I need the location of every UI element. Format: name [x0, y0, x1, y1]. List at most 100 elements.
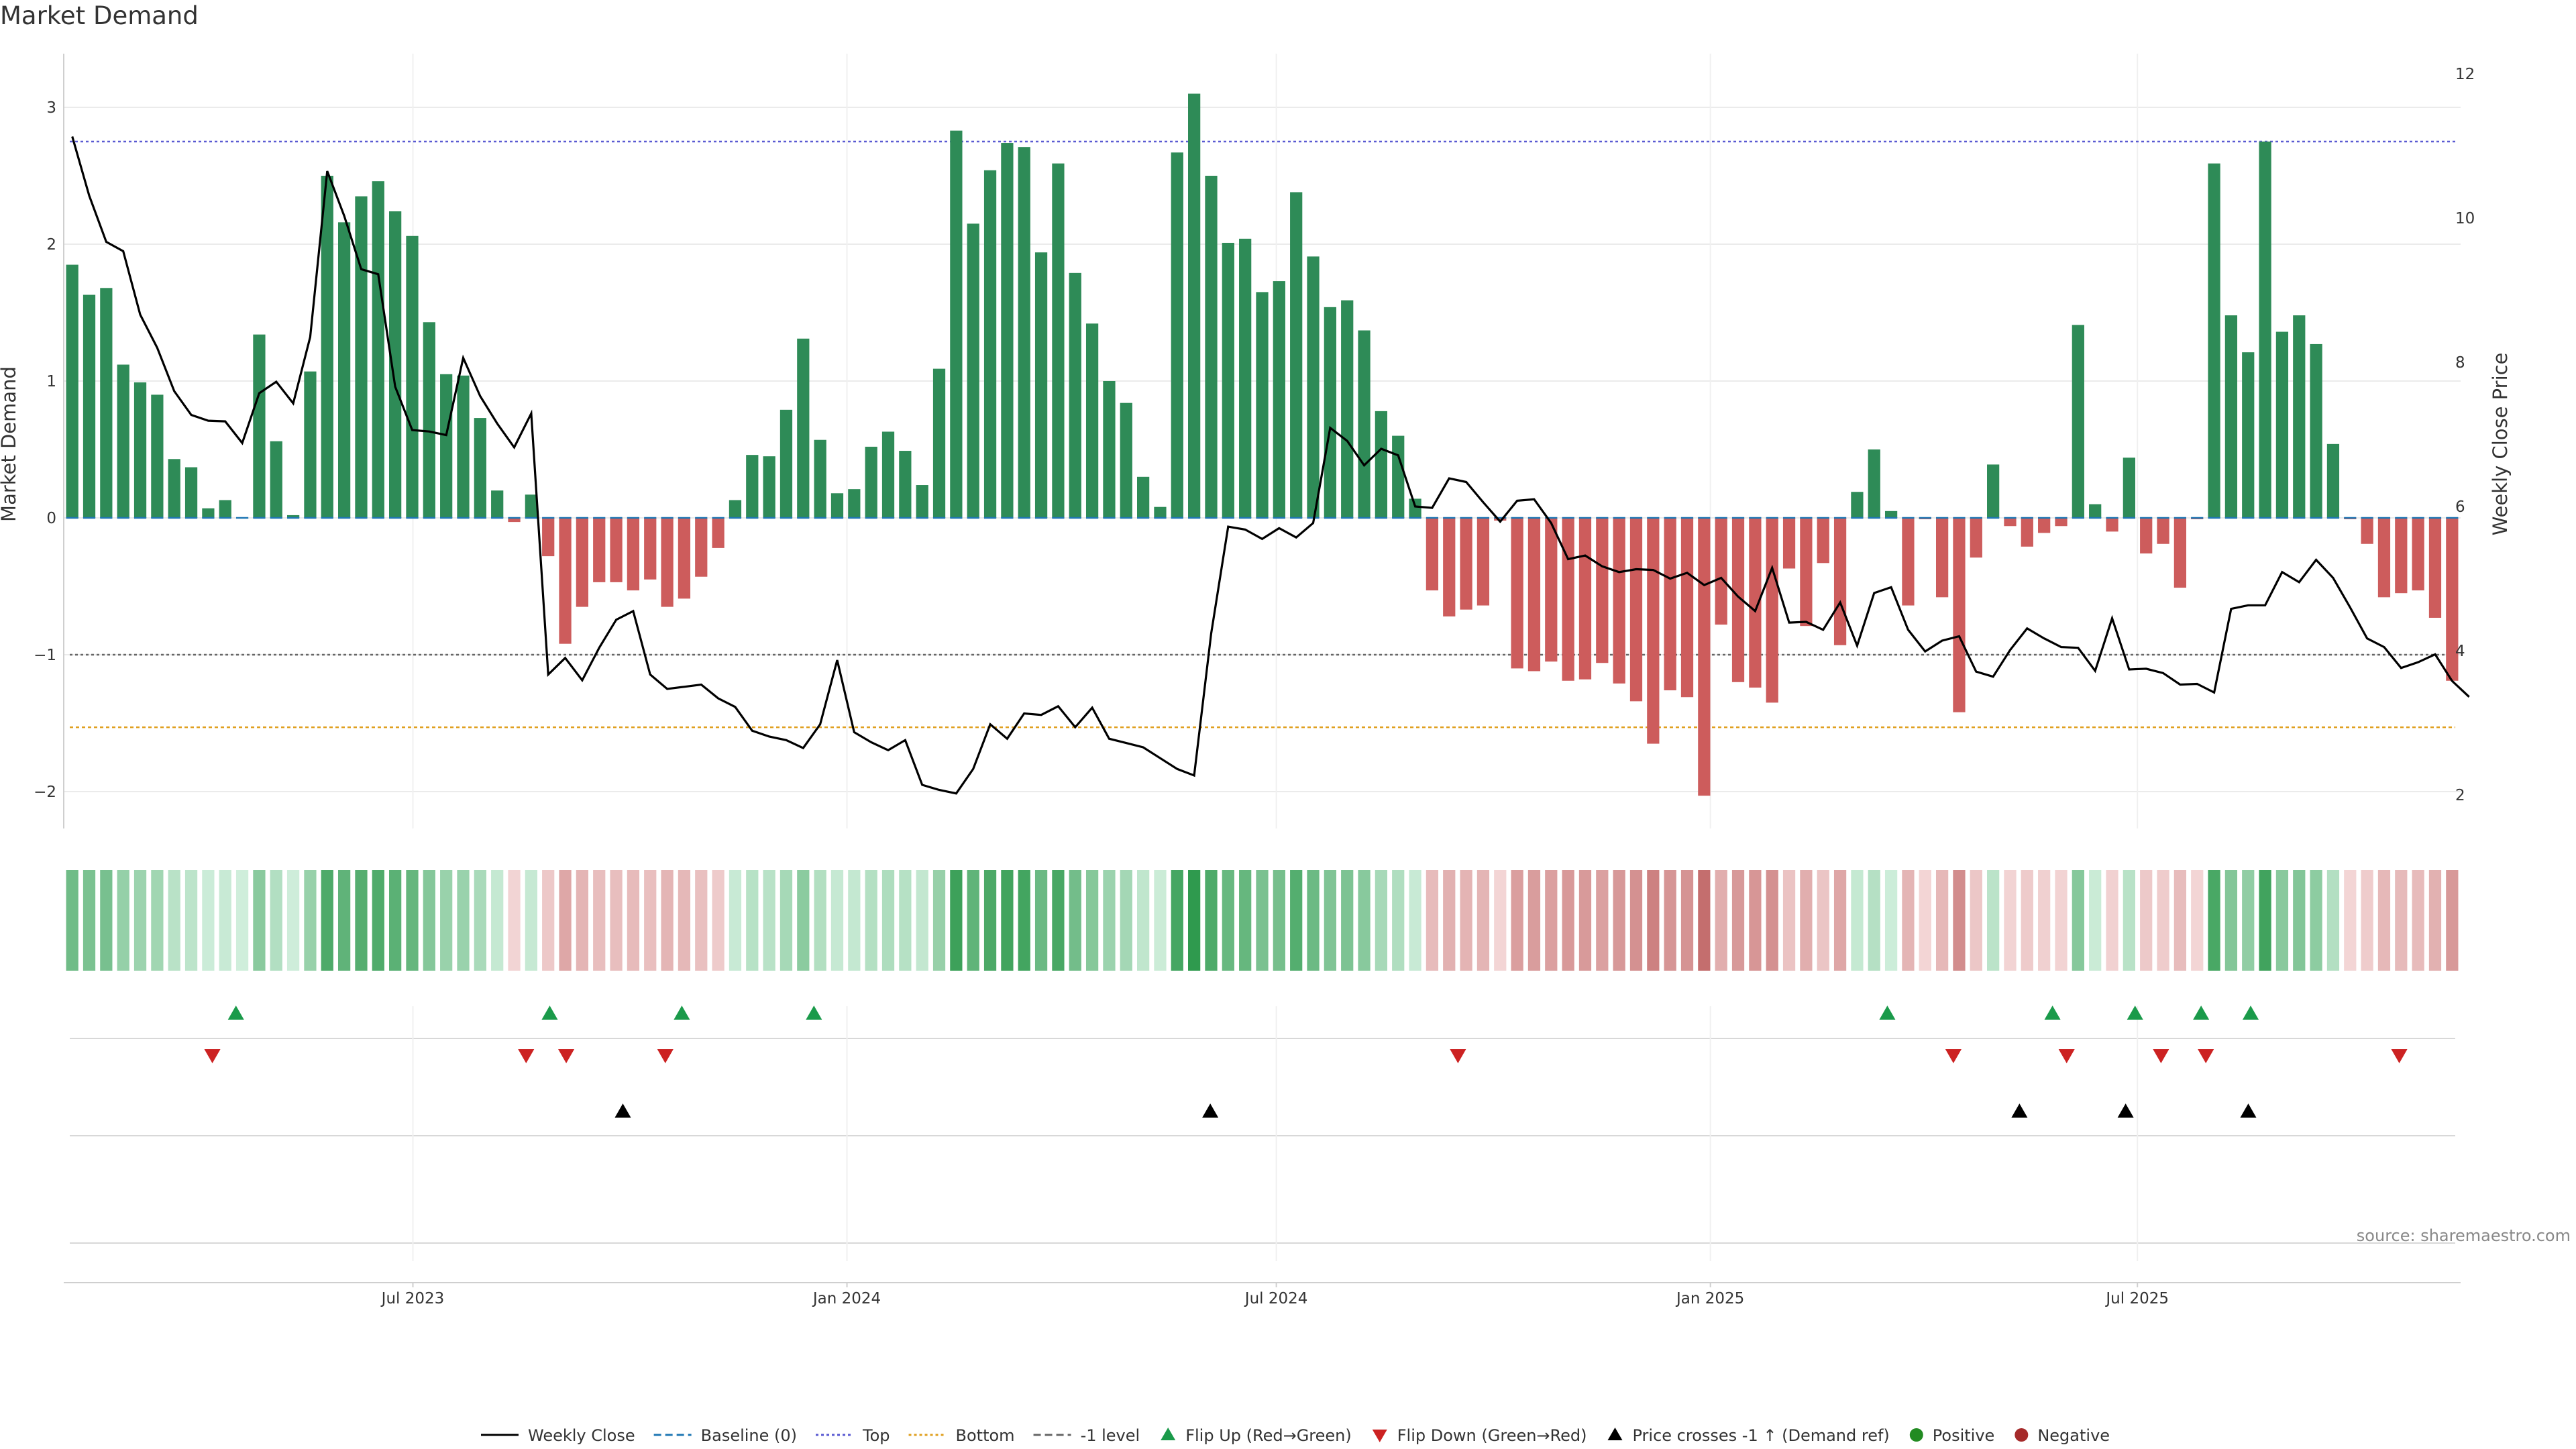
event-markers	[204, 1006, 2408, 1118]
heat-cell	[1136, 870, 1150, 971]
heat-cell	[2123, 870, 2135, 971]
demand-bar	[2106, 518, 2118, 532]
x-tick-label: Jul 2024	[1244, 1290, 1308, 1307]
heat-cell	[1034, 870, 1048, 971]
demand-bar	[1460, 518, 1472, 610]
legend-label: Bottom	[956, 1426, 1015, 1445]
demand-bar	[1629, 518, 1643, 702]
y2-tick-label: 4	[2455, 643, 2465, 660]
flip-down-marker	[1450, 1049, 1466, 1063]
heat-cell	[695, 870, 708, 971]
heat-cell	[2208, 870, 2220, 971]
heat-cell	[1545, 870, 1558, 971]
demand-bar	[1171, 152, 1183, 518]
demand-bar	[916, 485, 928, 518]
legend-item: Flip Up (Red→Green)	[1161, 1426, 1352, 1445]
demand-bar	[1494, 518, 1507, 521]
heat-cell	[1766, 870, 1778, 971]
heat-cell	[1001, 870, 1014, 971]
heat-cell	[1409, 870, 1421, 971]
demand-bar	[865, 446, 877, 518]
heat-cell	[627, 870, 640, 971]
heat-cell	[355, 870, 368, 971]
heat-cell	[1307, 870, 1320, 971]
demand-bar	[202, 508, 215, 518]
heat-cell	[1205, 870, 1218, 971]
demand-bar	[1902, 518, 1915, 606]
heat-cell	[610, 870, 623, 971]
demand-bar	[1935, 518, 1949, 598]
heat-cell	[1698, 870, 1711, 971]
demand-bar	[1477, 518, 1490, 606]
heat-cell	[1817, 870, 1829, 971]
demand-bar	[1290, 192, 1303, 518]
heat-cell	[1324, 870, 1336, 971]
demand-bar	[151, 394, 164, 518]
heat-cell	[2004, 870, 2017, 971]
heat-cell	[151, 870, 164, 971]
heat-cell	[1851, 870, 1864, 971]
demand-bar	[1136, 476, 1150, 518]
demand-bar	[1987, 464, 2000, 518]
y2-tick-label: 2	[2455, 787, 2465, 804]
flip-down-marker	[657, 1049, 674, 1063]
heat-cell	[1613, 870, 1625, 971]
demand-bar	[967, 223, 979, 518]
heat-cell	[2344, 870, 2357, 971]
heat-cell	[797, 870, 810, 971]
demand-bar	[2140, 518, 2153, 554]
demand-bar	[2293, 315, 2306, 518]
flip-down-marker	[2198, 1049, 2214, 1063]
heat-cell	[1919, 870, 1931, 971]
heat-cell	[491, 870, 504, 971]
legend-item: Baseline (0)	[653, 1426, 797, 1445]
demand-bar	[2275, 331, 2289, 518]
demand-bar	[83, 294, 96, 518]
demand-bar	[1392, 435, 1405, 518]
heat-cell	[1426, 870, 1439, 971]
flip-up-marker	[674, 1006, 690, 1020]
demand-bar	[1341, 300, 1354, 518]
heat-cell	[1562, 870, 1574, 971]
flip-down-marker	[518, 1049, 535, 1063]
demand-bar	[746, 455, 759, 518]
heat-cell	[576, 870, 589, 971]
demand-bar	[270, 441, 282, 518]
demand-bar	[797, 338, 810, 518]
demand-bar	[508, 518, 521, 523]
heat-cell	[406, 870, 419, 971]
demand-bar	[1698, 518, 1711, 796]
heat-cell	[1341, 870, 1354, 971]
heat-cell	[100, 870, 113, 971]
demand-bar	[2242, 352, 2255, 518]
event-panel-gridlines	[70, 1006, 2455, 1261]
heat-cell	[559, 870, 572, 971]
axes	[63, 54, 2461, 1283]
demand-bar	[1562, 518, 1574, 681]
flip-down-marker	[2153, 1049, 2169, 1063]
heat-cell	[848, 870, 861, 971]
demand-bar	[1680, 518, 1694, 698]
heat-cell	[1018, 870, 1030, 971]
demand-bar	[219, 500, 231, 518]
heat-cell	[372, 870, 384, 971]
demand-bar	[1511, 518, 1523, 669]
demand-bar	[899, 451, 912, 518]
heat-cell	[2157, 870, 2169, 971]
heat-cell	[2377, 870, 2391, 971]
heat-cell	[2446, 870, 2459, 971]
heat-cell	[2055, 870, 2068, 971]
demand-bar	[1868, 449, 1880, 518]
demand-bar	[304, 371, 317, 518]
heat-cell	[2089, 870, 2102, 971]
demand-bar	[1800, 518, 1813, 627]
price-cross-marker	[614, 1104, 631, 1118]
legend-item: Positive	[1909, 1426, 1994, 1445]
heat-cell	[474, 870, 486, 971]
legend-label: Price crosses -1 ↑ (Demand ref)	[1633, 1426, 1890, 1445]
demand-bar	[1307, 256, 1320, 518]
heat-cell	[2412, 870, 2424, 971]
demand-bar	[2174, 518, 2187, 588]
heat-cell	[881, 870, 895, 971]
demand-bar	[1426, 518, 1439, 591]
